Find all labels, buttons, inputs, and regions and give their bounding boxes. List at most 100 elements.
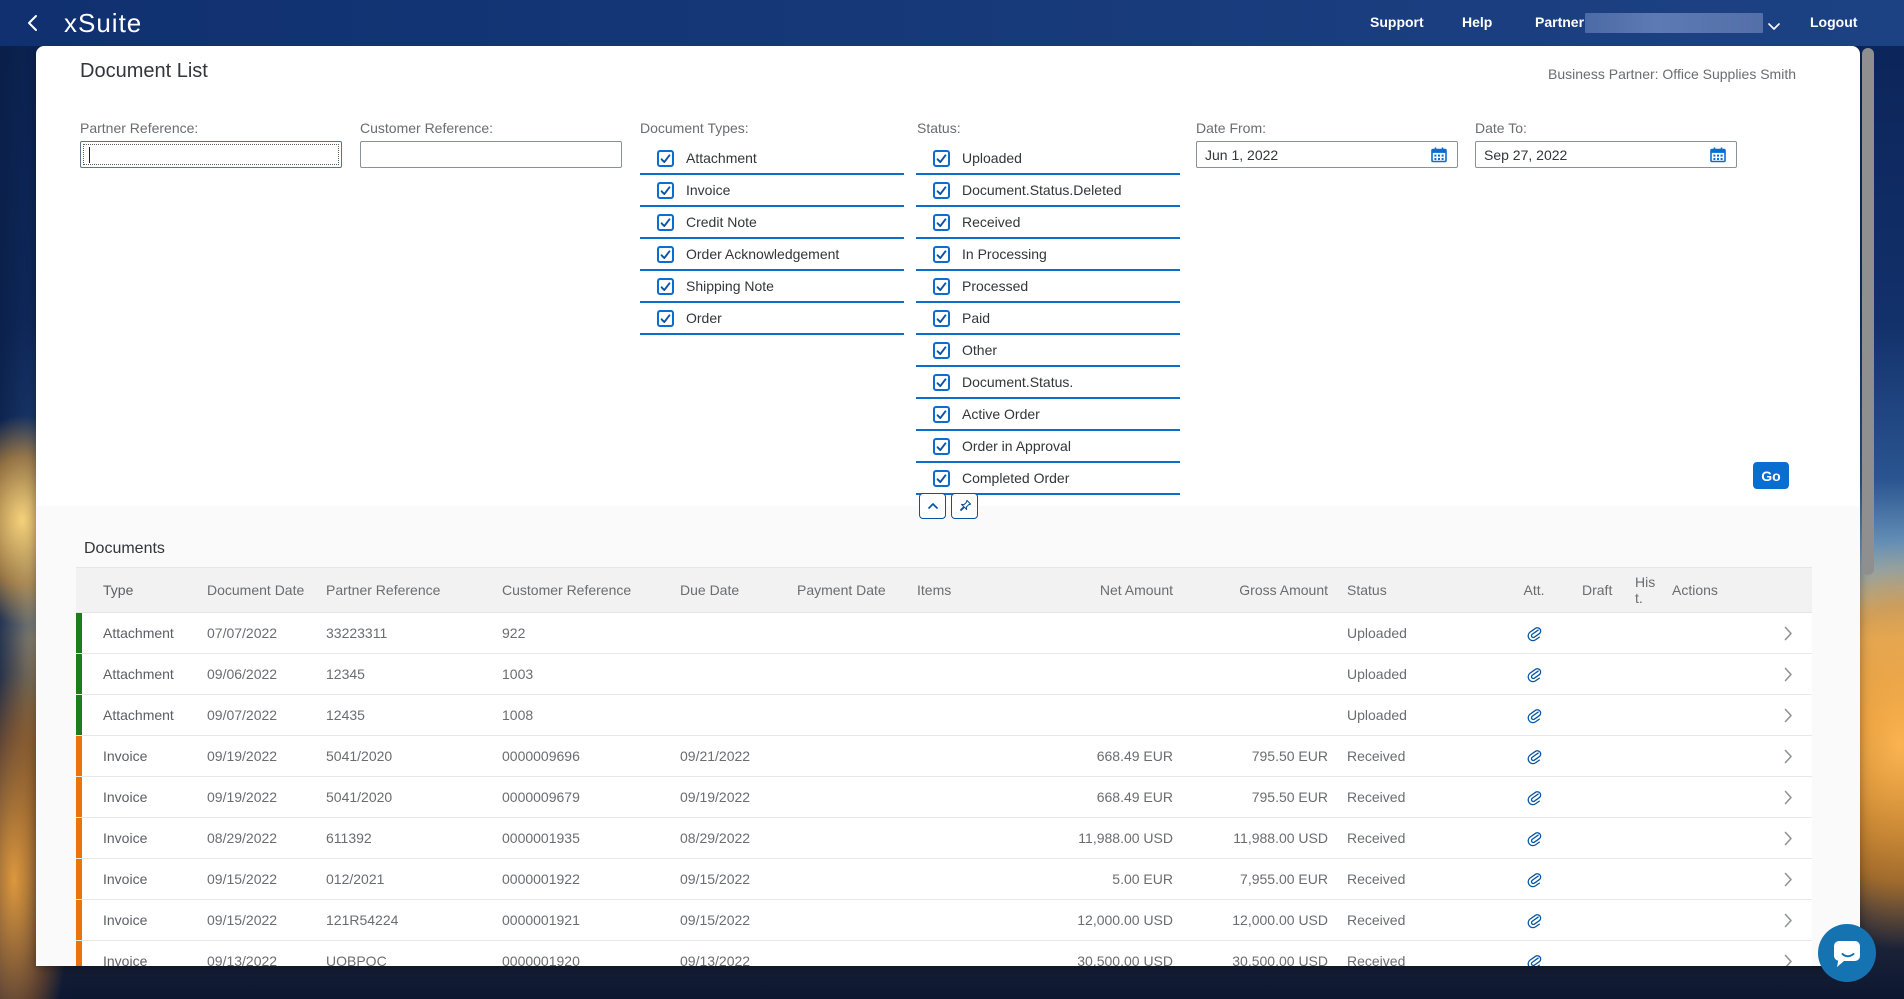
- chevron-right-icon[interactable]: [1764, 667, 1812, 682]
- chevron-right-icon[interactable]: [1764, 626, 1812, 641]
- table-row[interactable]: Invoice 09/13/2022 UOBPOC 0000001920 09/…: [76, 941, 1812, 966]
- date-to-input[interactable]: Sep 27, 2022: [1475, 141, 1737, 168]
- column-header-due-date[interactable]: Due Date: [680, 582, 740, 598]
- checkbox-option-row[interactable]: Credit Note: [640, 207, 904, 239]
- checkbox[interactable]: [657, 245, 674, 263]
- column-header-gross-amount[interactable]: Gross Amount: [1239, 582, 1328, 598]
- checkbox[interactable]: [933, 341, 950, 359]
- table-row[interactable]: Invoice 09/15/2022 121R54224 0000001921 …: [76, 900, 1812, 941]
- column-header-payment-date[interactable]: Payment Date: [797, 582, 886, 598]
- checkbox[interactable]: [933, 149, 950, 167]
- checkbox-option-row[interactable]: Paid: [916, 303, 1180, 335]
- checkbox[interactable]: [933, 181, 950, 199]
- partner-dropdown-value[interactable]: [1585, 13, 1763, 33]
- paperclip-icon[interactable]: [1523, 868, 1545, 890]
- chevron-right-icon[interactable]: [1764, 954, 1812, 966]
- checkbox-option-row[interactable]: Document.Status.: [916, 367, 1180, 399]
- column-header-document-date[interactable]: Document Date: [207, 582, 305, 598]
- column-header-draft[interactable]: Draft: [1582, 582, 1613, 598]
- chevron-down-icon[interactable]: [1768, 18, 1780, 36]
- column-header-customer-reference[interactable]: Customer Reference: [502, 582, 632, 598]
- paperclip-icon[interactable]: [1523, 704, 1545, 726]
- collapse-filter-button[interactable]: [919, 493, 946, 519]
- back-icon[interactable]: [24, 14, 42, 32]
- paperclip-icon[interactable]: [1523, 827, 1545, 849]
- partner-reference-input[interactable]: [80, 141, 342, 168]
- checkbox[interactable]: [933, 309, 950, 327]
- checkbox-option-row[interactable]: Completed Order: [916, 463, 1180, 495]
- partner-dropdown-label[interactable]: Partner: [1535, 14, 1585, 30]
- support-link[interactable]: Support: [1370, 14, 1424, 30]
- column-header-net-amount[interactable]: Net Amount: [1099, 582, 1173, 598]
- table-row[interactable]: Invoice 09/19/2022 5041/2020 0000009679 …: [76, 777, 1812, 818]
- checkbox[interactable]: [657, 309, 674, 327]
- table-row[interactable]: Attachment 09/07/2022 12435 1008 Uploade…: [76, 695, 1812, 736]
- page-title: Document List: [80, 60, 208, 82]
- calendar-icon[interactable]: [1708, 145, 1728, 165]
- checkbox[interactable]: [933, 469, 950, 487]
- checkbox-option-row[interactable]: Order in Approval: [916, 431, 1180, 463]
- calendar-icon[interactable]: [1429, 145, 1449, 165]
- checkbox-option-row[interactable]: Active Order: [916, 399, 1180, 431]
- cell-status: Uploaded: [1347, 625, 1407, 641]
- help-link[interactable]: Help: [1462, 14, 1493, 30]
- column-header-items[interactable]: Items: [917, 582, 952, 598]
- checkbox-option-row[interactable]: Uploaded: [916, 143, 1180, 175]
- checkbox[interactable]: [933, 437, 950, 455]
- checkbox[interactable]: [657, 181, 674, 199]
- checkbox[interactable]: [657, 213, 674, 231]
- checkbox-option-row[interactable]: Other: [916, 335, 1180, 367]
- checkbox-option-row[interactable]: Document.Status.Deleted: [916, 175, 1180, 207]
- paperclip-icon[interactable]: [1523, 909, 1545, 931]
- table-row[interactable]: Invoice 08/29/2022 611392 0000001935 08/…: [76, 818, 1812, 859]
- paperclip-icon[interactable]: [1523, 786, 1545, 808]
- checkbox[interactable]: [933, 213, 950, 231]
- paperclip-icon[interactable]: [1523, 745, 1545, 767]
- chevron-right-icon[interactable]: [1764, 872, 1812, 887]
- checkbox[interactable]: [933, 405, 950, 423]
- chevron-right-icon[interactable]: [1764, 913, 1812, 928]
- table-row[interactable]: Attachment 09/06/2022 12345 1003 Uploade…: [76, 654, 1812, 695]
- chevron-right-icon[interactable]: [1764, 790, 1812, 805]
- paperclip-icon[interactable]: [1523, 950, 1545, 966]
- vertical-scrollbar-thumb[interactable]: [1862, 48, 1874, 575]
- checkbox-option-row[interactable]: Attachment: [640, 143, 904, 175]
- go-button[interactable]: Go: [1753, 462, 1789, 489]
- logout-link[interactable]: Logout: [1810, 14, 1858, 30]
- chat-launcher-button[interactable]: [1818, 924, 1876, 982]
- checkbox[interactable]: [657, 149, 674, 167]
- checkbox[interactable]: [933, 277, 950, 295]
- column-header-status[interactable]: Status: [1347, 582, 1387, 598]
- checkbox[interactable]: [933, 245, 950, 263]
- table-row[interactable]: Invoice 09/15/2022 012/2021 0000001922 0…: [76, 859, 1812, 900]
- checkbox[interactable]: [657, 277, 674, 295]
- checkbox[interactable]: [933, 373, 950, 391]
- table-row[interactable]: Attachment 07/07/2022 33223311 922 Uploa…: [76, 613, 1812, 654]
- pin-filter-button[interactable]: [951, 493, 978, 519]
- app-logo[interactable]: xSuite: [64, 8, 143, 38]
- table-row[interactable]: Invoice 09/19/2022 5041/2020 0000009696 …: [76, 736, 1812, 777]
- chevron-right-icon[interactable]: [1764, 749, 1812, 764]
- cell-partner-reference: 611392: [326, 830, 372, 846]
- chevron-right-icon[interactable]: [1764, 831, 1812, 846]
- checkbox-label: Credit Note: [686, 214, 757, 230]
- checkbox-option-row[interactable]: Shipping Note: [640, 271, 904, 303]
- checkbox-option-row[interactable]: Order: [640, 303, 904, 335]
- column-header-type[interactable]: Type: [103, 582, 134, 598]
- column-header-partner-reference[interactable]: Partner Reference: [326, 582, 441, 598]
- paperclip-icon[interactable]: [1523, 622, 1545, 644]
- checkbox-option-row[interactable]: In Processing: [916, 239, 1180, 271]
- checkbox-option-row[interactable]: Received: [916, 207, 1180, 239]
- checkbox-option-row[interactable]: Order Acknowledgement: [640, 239, 904, 271]
- cell-attachments: [1500, 704, 1568, 726]
- column-header-attachments[interactable]: Att.: [1523, 582, 1545, 598]
- paperclip-icon[interactable]: [1523, 663, 1545, 685]
- column-header-history[interactable]: Hist.: [1635, 573, 1656, 606]
- customer-reference-input[interactable]: [360, 141, 622, 168]
- column-header-actions[interactable]: Actions: [1672, 582, 1718, 598]
- date-from-input[interactable]: Jun 1, 2022: [1196, 141, 1458, 168]
- document-types-list: Attachment Invoice Credit Note O: [640, 143, 904, 335]
- checkbox-option-row[interactable]: Invoice: [640, 175, 904, 207]
- chevron-right-icon[interactable]: [1764, 708, 1812, 723]
- checkbox-option-row[interactable]: Processed: [916, 271, 1180, 303]
